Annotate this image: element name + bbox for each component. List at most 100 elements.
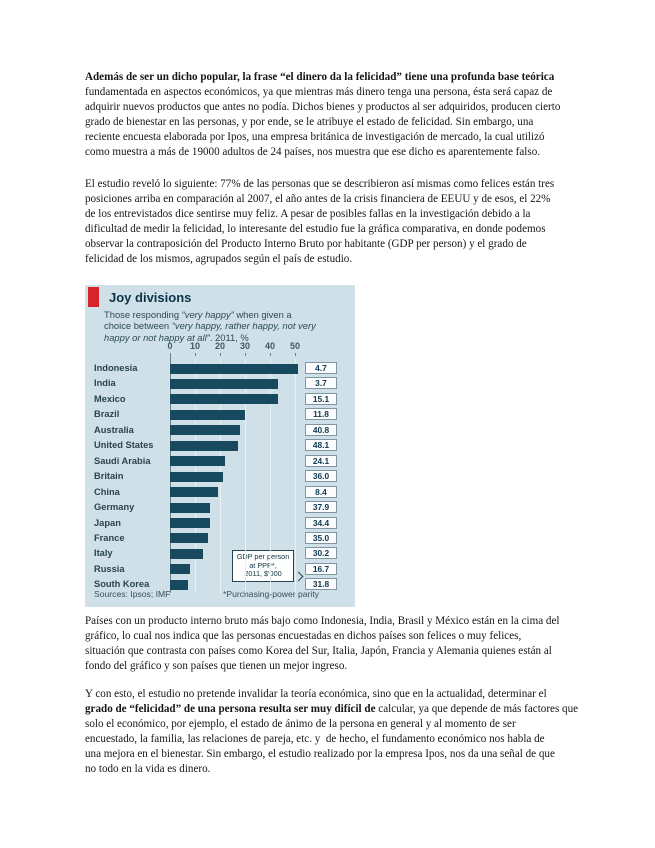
paragraph-line: posiciones arriba en comparación al 2007… bbox=[85, 193, 551, 205]
country-label: Brazil bbox=[94, 409, 120, 420]
axis-tick-label: 50 bbox=[289, 341, 300, 351]
paragraph-line: no todo en la vida es dinero. bbox=[85, 763, 211, 775]
gridline bbox=[295, 359, 296, 593]
gdp-value-box: 34.4 bbox=[305, 516, 337, 529]
paragraph-3: Países con un producto interno bruto más… bbox=[85, 614, 559, 674]
chart-subtitle-text: “very happy” bbox=[181, 309, 234, 320]
happiness-bar bbox=[170, 378, 278, 389]
chart-subtitle-text: “very happy, rather happy, not very happ… bbox=[104, 320, 316, 343]
paragraph-line: situación que contrasta con países como … bbox=[85, 645, 552, 657]
paragraph-2: El estudio reveló lo siguiente: 77% de l… bbox=[85, 177, 554, 267]
callout-line: GDP per person bbox=[236, 552, 290, 561]
axis-tick-label: 0 bbox=[167, 341, 173, 351]
country-label: China bbox=[94, 486, 120, 497]
paragraph-line: observar la contraposición del Producto … bbox=[85, 238, 527, 250]
axis-tick-label: 20 bbox=[214, 341, 225, 351]
happiness-bar bbox=[170, 440, 238, 451]
gdp-value-box: 11.8 bbox=[305, 408, 337, 421]
callout-line: at PPP*, bbox=[249, 560, 277, 570]
paragraph-line: gráfico, lo cual nos indica que las pers… bbox=[85, 630, 522, 642]
paragraph-line: El estudio reveló lo siguiente: 77% de l… bbox=[85, 178, 555, 190]
country-label: Italy bbox=[94, 548, 113, 559]
happiness-bar bbox=[170, 548, 203, 559]
axis-tick-mark bbox=[245, 353, 246, 356]
country-label: South Korea bbox=[94, 579, 150, 590]
axis-tick-label: 40 bbox=[264, 341, 275, 351]
text-run: calcular, ya que depende de más factores… bbox=[375, 703, 579, 715]
chart-subtitle-text: Those responding bbox=[104, 309, 182, 320]
gdp-value-box: 15.1 bbox=[305, 392, 337, 405]
paragraph-line: Además de ser un dicho popular, la frase… bbox=[85, 71, 555, 83]
chart-subtitle-text: when given a choice between bbox=[104, 309, 292, 332]
axis-tick-mark bbox=[195, 353, 196, 356]
happiness-bar bbox=[170, 363, 298, 374]
gdp-value-box: 35.0 bbox=[305, 531, 337, 544]
happiness-bar bbox=[170, 518, 210, 528]
paragraph-line: grado de bienestar en las personas, y po… bbox=[85, 116, 534, 128]
happiness-bar bbox=[170, 409, 245, 420]
country-label: Mexico bbox=[94, 393, 126, 404]
paragraph-line: fondo del gráfico y son países que tiene… bbox=[85, 660, 348, 672]
gdp-value-box: 48.1 bbox=[305, 439, 337, 452]
gdp-value-box: 4.7 bbox=[305, 362, 337, 374]
gdp-value-box: 24.1 bbox=[305, 454, 337, 467]
happiness-bar bbox=[170, 579, 188, 590]
paragraph-line: solo el económico, por ejemplo, el estad… bbox=[85, 718, 516, 730]
gdp-callout: GDP per person at PPP*, 2011, $'000 bbox=[232, 550, 294, 582]
gdp-value-box: 36.0 bbox=[305, 470, 337, 483]
paragraph-4: Y con esto, el estudio no pretende inval… bbox=[85, 687, 578, 777]
paragraph-line: reciente encuesta elaborada por Ipos, un… bbox=[85, 131, 545, 143]
paragraph-line: encuestado, la familia, las relaciones d… bbox=[85, 733, 545, 745]
happiness-bar bbox=[170, 456, 225, 467]
paragraph-line: adquirir nuevos productos que antes no p… bbox=[85, 101, 561, 113]
paragraph-line: Y con esto, el estudio no pretende inval… bbox=[85, 688, 547, 700]
paragraph-line: grado de “felicidad” de una persona resu… bbox=[85, 702, 578, 717]
chart-sources: Sources: Ipsos; IMF bbox=[94, 589, 171, 599]
gdp-value-box: 40.8 bbox=[305, 423, 337, 436]
country-label: Indonesia bbox=[94, 363, 138, 373]
gridline bbox=[245, 359, 246, 593]
paragraph-line: fundamentada en aspectos económicos, ya … bbox=[85, 86, 553, 98]
happiness-bar bbox=[170, 502, 210, 513]
axis-tick-label: 10 bbox=[189, 341, 200, 351]
paragraph-line: felicidad de los mismos, agrupados según… bbox=[85, 253, 353, 265]
bold-run: grado de “felicidad” de una persona resu… bbox=[85, 703, 376, 715]
happiness-bar bbox=[170, 425, 240, 436]
chart-footnote: *Purchasing-power parity bbox=[223, 589, 320, 599]
paragraph-line: como muestra a más de 19000 adultos de 2… bbox=[85, 146, 541, 158]
gdp-value-box: 30.2 bbox=[305, 547, 337, 560]
country-label: Russia bbox=[94, 563, 125, 574]
happiness-bar bbox=[170, 394, 278, 405]
happiness-bar bbox=[170, 487, 218, 498]
happiness-bar bbox=[170, 471, 223, 482]
paragraph-1: Además de ser un dicho popular, la frase… bbox=[85, 70, 560, 160]
paragraph-line: Países con un producto interno bruto más… bbox=[85, 615, 560, 627]
axis-tick-mark bbox=[295, 353, 296, 356]
axis-tick-mark bbox=[270, 353, 271, 356]
chart-subtitle-text: . 2011, % bbox=[209, 331, 249, 343]
country-label: Australia bbox=[94, 424, 134, 435]
gdp-value-box: 37.9 bbox=[305, 501, 337, 514]
country-label: India bbox=[94, 378, 116, 389]
axis-tick-label: 30 bbox=[239, 341, 250, 351]
country-label: United States bbox=[94, 440, 154, 451]
chart-title: Joy divisions bbox=[109, 290, 192, 305]
happiness-bar bbox=[170, 564, 190, 575]
axis-tick-mark bbox=[220, 353, 221, 356]
paragraph-line: una mejora en el bienestar. Sin embargo,… bbox=[85, 748, 555, 760]
country-label: Britain bbox=[94, 471, 124, 482]
country-label: Japan bbox=[94, 517, 121, 528]
country-label: Saudi Arabia bbox=[94, 455, 151, 466]
happiness-bar bbox=[170, 533, 208, 544]
country-label: Germany bbox=[94, 502, 135, 513]
country-label: France bbox=[94, 532, 125, 543]
gdp-value-box: 3.7 bbox=[305, 377, 337, 390]
gdp-value-box: 8.4 bbox=[305, 485, 337, 498]
joy-divisions-chart: Joy divisions Those responding “very hap… bbox=[85, 285, 355, 607]
gdp-value-box: 16.7 bbox=[305, 562, 337, 575]
axis-tick-mark bbox=[170, 353, 171, 356]
chart-subtitle: Those responding “very happy” when given… bbox=[104, 309, 318, 343]
callout-line: 2011, $'000 bbox=[244, 569, 282, 579]
gridline bbox=[270, 359, 271, 593]
